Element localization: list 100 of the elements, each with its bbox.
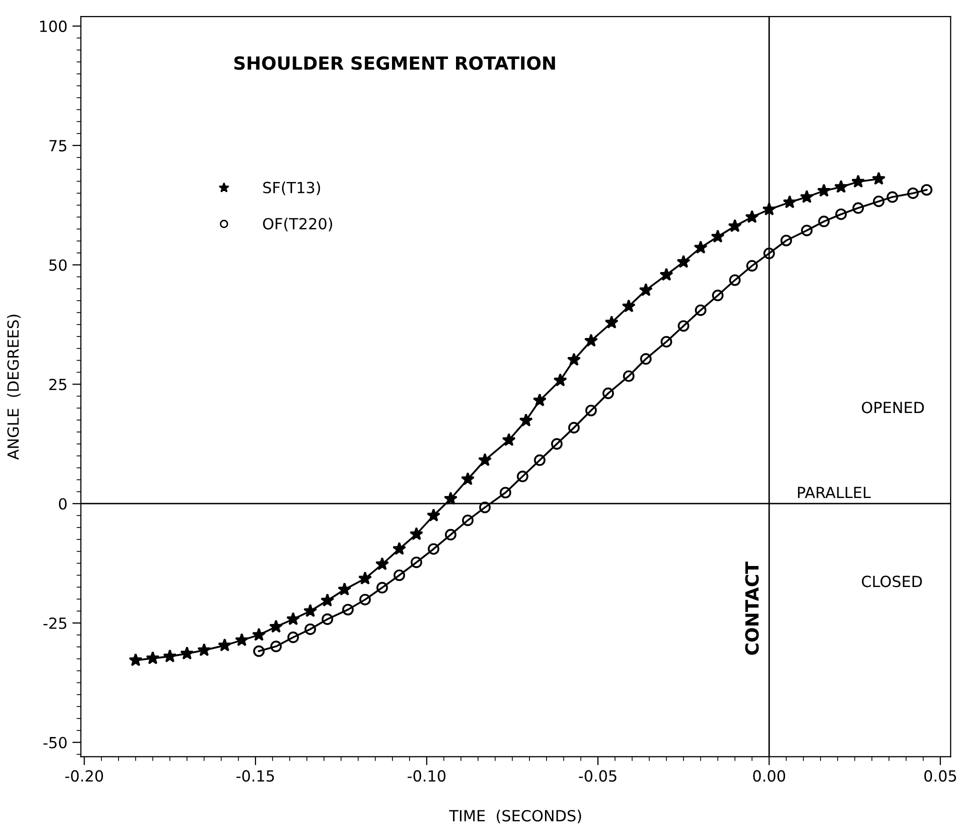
legend-label: OF(T220)	[263, 218, 332, 232]
point	[359, 594, 371, 606]
point	[163, 649, 177, 662]
point	[376, 582, 388, 594]
point	[394, 569, 406, 582]
point	[146, 651, 160, 664]
point	[640, 353, 652, 365]
point	[303, 604, 318, 618]
point	[639, 283, 653, 296]
x-tick-label: -0.20	[65, 770, 104, 782]
point	[502, 432, 516, 446]
point	[800, 190, 814, 204]
point	[553, 373, 568, 386]
point	[782, 195, 797, 208]
annotation: OPENED	[862, 402, 924, 414]
point	[392, 542, 406, 555]
y-tick-label: 75	[49, 140, 66, 152]
point	[304, 623, 316, 635]
point	[428, 543, 440, 555]
point	[907, 187, 919, 199]
point	[444, 528, 456, 540]
y-tick-label: 100	[40, 20, 67, 32]
point	[180, 646, 194, 660]
point	[678, 320, 690, 332]
point	[660, 336, 672, 348]
point	[218, 638, 232, 652]
point	[519, 413, 533, 426]
point	[676, 254, 690, 268]
point	[886, 191, 898, 203]
point	[710, 230, 725, 243]
point	[516, 470, 528, 482]
point	[322, 613, 334, 625]
point	[270, 640, 282, 652]
point	[801, 224, 813, 236]
point	[252, 628, 266, 641]
y-tick-label: 0	[58, 498, 67, 510]
point	[532, 393, 547, 406]
y-tick-label: -25	[43, 617, 66, 630]
point	[320, 593, 334, 607]
y-tick-label: -50	[43, 736, 67, 748]
point	[694, 240, 708, 254]
point	[197, 643, 211, 656]
point	[712, 290, 724, 302]
ref-line-label: CONTACT	[745, 562, 759, 655]
point	[872, 196, 884, 208]
text: SHOULDER SEGMENT ROTATION	[234, 56, 555, 70]
point	[584, 334, 598, 347]
point	[852, 202, 864, 214]
point	[410, 527, 424, 540]
x-tick-label: -0.10	[408, 770, 446, 782]
point	[287, 632, 299, 644]
point	[286, 612, 300, 626]
point	[818, 216, 830, 228]
x-tick-label: 0.00	[753, 770, 786, 782]
x-tick-label: -0.15	[236, 770, 274, 782]
point	[551, 438, 563, 450]
point	[375, 557, 390, 570]
point	[728, 219, 742, 232]
point	[622, 370, 634, 382]
point	[780, 234, 792, 246]
point	[746, 260, 758, 272]
point	[835, 208, 847, 220]
point	[817, 184, 831, 197]
annotation: CLOSED	[862, 576, 922, 588]
point	[444, 492, 458, 505]
point	[338, 582, 352, 596]
point	[568, 422, 580, 434]
point	[567, 352, 581, 366]
point	[460, 472, 475, 486]
x-tick-label: -0.05	[578, 770, 616, 782]
point	[851, 174, 866, 188]
point	[534, 454, 546, 466]
point	[500, 486, 512, 498]
point	[729, 274, 741, 286]
point	[358, 571, 372, 585]
point	[694, 304, 706, 316]
point	[622, 299, 636, 312]
point	[234, 633, 249, 646]
point	[479, 502, 491, 514]
point	[872, 172, 886, 185]
point	[660, 268, 674, 281]
point	[269, 620, 283, 633]
point	[604, 315, 618, 329]
x-tick-label: 0.05	[924, 770, 956, 782]
point	[128, 653, 142, 666]
point	[602, 388, 614, 400]
x-axis-title: TIME (SECONDS)	[449, 810, 582, 824]
y-axis-title: ANGLE (DEGREES)	[7, 314, 21, 460]
point	[763, 248, 775, 260]
point	[585, 404, 597, 416]
point	[834, 180, 848, 193]
point	[253, 645, 265, 657]
ref-line-label: PARALLEL	[798, 486, 871, 498]
point	[920, 184, 932, 196]
y-tick-label: 50	[49, 259, 67, 271]
point	[462, 514, 474, 526]
y-tick-label: 25	[49, 378, 66, 390]
point	[478, 453, 492, 466]
point	[745, 210, 759, 224]
legend-label: SF(T13)	[263, 182, 320, 196]
